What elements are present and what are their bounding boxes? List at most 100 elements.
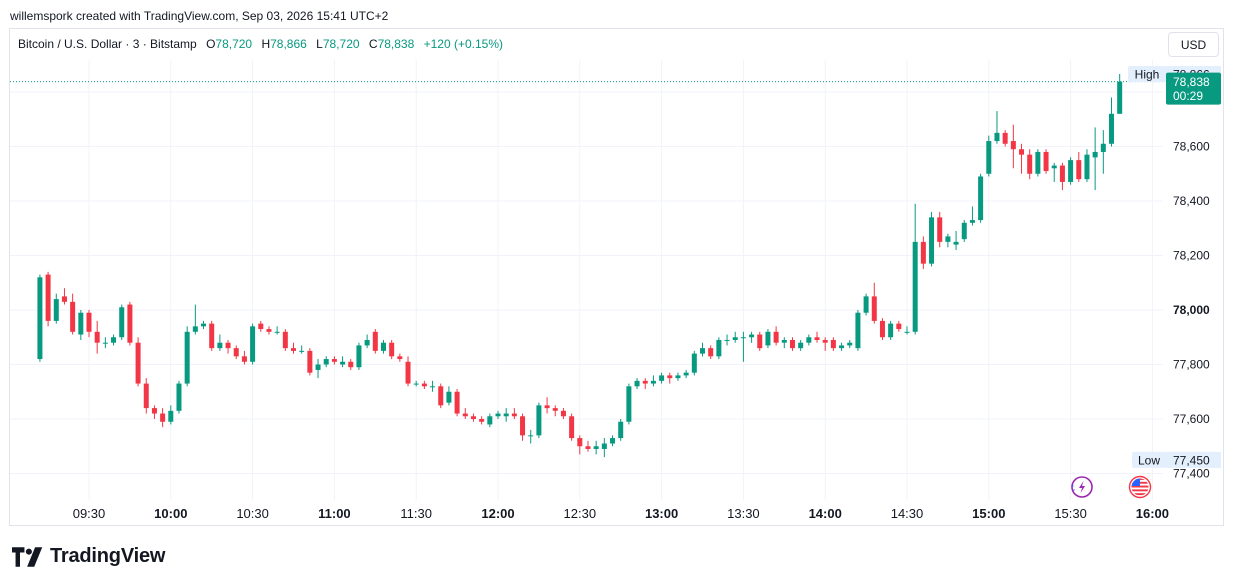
lightning-icon[interactable] [1071,476,1093,498]
candle [904,326,910,335]
candle [945,233,951,248]
candle-body [724,339,730,341]
candle [127,301,133,346]
us-flag-stripes [1131,478,1149,496]
candle-body [430,386,436,388]
candle [192,304,198,335]
symbol-legend: Bitcoin / U.S. Dollar · 3 · Bitstamp O78… [18,37,509,51]
us-flag-icon[interactable] [1128,475,1152,499]
candle-body [266,329,272,332]
candle-body [421,383,427,387]
candle [151,405,157,419]
candle [111,334,117,346]
candle [446,386,452,406]
candle-body [732,337,738,340]
y-tick-label: 78,200 [1173,249,1210,263]
candle-body [1019,149,1025,155]
candle-body [356,345,362,368]
candle-body [577,438,583,447]
x-tick-label: 13:30 [727,506,760,521]
candle-body [151,408,157,414]
candle-body [1027,154,1033,174]
candle [413,380,419,387]
candle-body [192,326,198,332]
candle [552,405,558,417]
candle [789,337,795,351]
candle [765,329,771,349]
y-tick-label: 77,800 [1173,358,1210,372]
candle [1100,130,1106,174]
chart-frame [9,28,1224,526]
candle-body [839,345,845,349]
candle-body [168,410,174,422]
open-value: 78,720 [215,37,253,51]
candle-body [495,413,501,417]
attribution-text: willemspork created with TradingView.com… [10,9,389,23]
candle-body [282,331,288,349]
candle [879,318,885,340]
tradingview-logo-text: TradingView [50,545,166,567]
candle [53,293,59,324]
candle [143,378,149,414]
candle-body [610,438,616,444]
candle-body [70,301,76,332]
candle [495,410,501,419]
currency-button[interactable]: USD [1168,32,1219,57]
candle [700,342,705,357]
candle [732,331,738,343]
candle [282,329,288,351]
countdown-value: 00:29 [1173,89,1203,103]
tradingview-logo-icon [12,546,43,567]
candle [372,329,378,354]
candle-body [667,375,673,379]
candle [528,429,534,444]
candle-body [413,383,419,385]
candle [1059,162,1065,191]
candle [601,438,607,458]
open-label: O [206,37,216,51]
candle [929,211,935,267]
x-tick-label: 11:30 [400,506,432,521]
candle [397,353,403,362]
candle-body [765,331,771,346]
candle-body [683,372,689,376]
candle-body [462,413,468,417]
candle-body [299,350,305,352]
candle [160,408,166,428]
us-flag-stripe [1131,485,1149,488]
x-tick-label: 14:30 [891,506,924,521]
candle [209,320,215,351]
candle [961,220,967,242]
candle-body [1002,132,1008,144]
candle-body [323,359,329,365]
candle [78,310,84,340]
candle [258,320,264,332]
candle [986,135,992,177]
candle-body [1109,113,1114,144]
candles [37,74,1123,458]
candle [217,334,223,351]
tradingview-logo[interactable]: TradingView [12,545,165,568]
candle-body [37,277,43,360]
candle-body [544,405,550,409]
y-tick-label: 78,000 [1173,303,1210,317]
candle-body [331,359,337,362]
candle [266,326,272,335]
candle [667,372,673,384]
candle-body [503,413,509,417]
candle-body [127,304,133,343]
candle-body [642,380,648,384]
candle-body [994,132,1000,142]
x-tick-label: 16:00 [1136,506,1169,521]
symbol-name: Bitcoin / U.S. Dollar · 3 · Bitstamp [18,37,197,51]
grid-lines [10,60,1163,500]
candle [1002,130,1008,147]
candle [225,339,231,354]
candle-body [364,339,370,346]
x-tick-label: 15:30 [1054,506,1087,521]
candle [1117,74,1123,114]
candle-body [806,337,812,343]
candle [454,389,460,417]
candle [577,435,583,455]
